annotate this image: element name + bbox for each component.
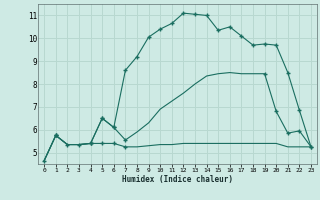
X-axis label: Humidex (Indice chaleur): Humidex (Indice chaleur) [122,175,233,184]
